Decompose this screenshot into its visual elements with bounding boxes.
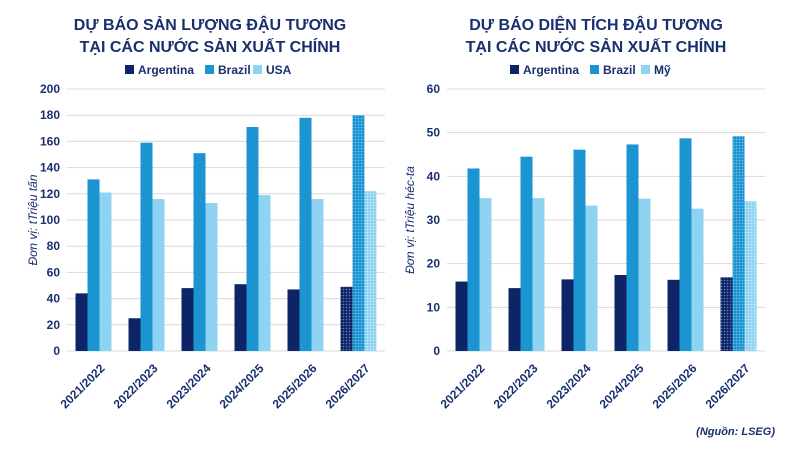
- bar-brazil-2026-2027: [352, 115, 365, 351]
- legend-swatch: [205, 65, 214, 74]
- bar-usa-2023-2024: [205, 202, 218, 351]
- bar-argentina-2022-2023: [128, 318, 141, 351]
- y-tick-label: 30: [427, 213, 441, 227]
- chart-title-line2: TẠI CÁC NƯỚC SẢN XUẤT CHÍNH: [466, 37, 727, 56]
- legend-swatch: [125, 65, 134, 74]
- legend-label: USA: [266, 63, 292, 77]
- legend-label: Brazil: [603, 63, 636, 77]
- x-tick-label: 2022/2023: [111, 361, 161, 411]
- bar-argentina-2025-2026: [287, 289, 300, 351]
- x-tick-label: 2026/2027: [323, 361, 373, 411]
- legend-label: Brazil: [218, 63, 251, 77]
- x-tick-label: 2022/2023: [491, 361, 541, 411]
- bar-brazil-2021-2022: [467, 168, 480, 351]
- legend-label: Argentina: [138, 63, 194, 77]
- y-tick-label: 50: [427, 126, 441, 140]
- bar-argentina-2025-2026: [667, 279, 680, 351]
- y-tick-label: 80: [47, 239, 61, 253]
- chart-title-line2: TẠI CÁC NƯỚC SẢN XUẤT CHÍNH: [80, 37, 341, 56]
- legend-swatch: [641, 65, 650, 74]
- bar-mỹ-2026-2027: [744, 201, 757, 351]
- y-tick-label: 20: [427, 257, 441, 271]
- x-tick-label: 2024/2025: [217, 361, 267, 411]
- bar-mỹ-2025-2026: [691, 208, 704, 351]
- legend-label: Argentina: [523, 63, 579, 77]
- x-tick-label: 2021/2022: [438, 361, 488, 411]
- y-axis-label: Đơn vị: tTriệu tấn: [26, 174, 40, 265]
- bar-brazil-2024-2025: [626, 144, 639, 351]
- legend-swatch: [590, 65, 599, 74]
- bar-mỹ-2022-2023: [532, 198, 545, 351]
- x-tick-label: 2026/2027: [703, 361, 753, 411]
- y-tick-label: 40: [427, 169, 441, 183]
- bar-usa-2021-2022: [99, 192, 112, 351]
- chart-production: DỰ BÁO SẢN LƯỢNG ĐẬU TƯƠNG TẠI CÁC NƯỚC …: [26, 15, 385, 411]
- bar-brazil-2021-2022: [87, 179, 100, 351]
- bar-mỹ-2021-2022: [479, 198, 492, 351]
- bar-argentina-2024-2025: [614, 275, 627, 351]
- bar-argentina-2026-2027: [340, 286, 353, 351]
- source-note: (Nguồn: LSEG): [696, 426, 775, 438]
- bar-argentina-2021-2022: [75, 293, 88, 351]
- x-tick-label: 2024/2025: [597, 361, 647, 411]
- legend-swatch: [510, 65, 519, 74]
- bar-brazil-2026-2027: [732, 136, 745, 351]
- y-tick-label: 140: [40, 161, 60, 175]
- y-tick-label: 180: [40, 108, 60, 122]
- bar-argentina-2023-2024: [561, 279, 574, 351]
- x-tick-label: 2023/2024: [164, 361, 214, 411]
- y-tick-label: 160: [40, 134, 60, 148]
- y-tick-label: 0: [53, 344, 60, 358]
- bar-argentina-2021-2022: [455, 281, 468, 351]
- bar-argentina-2024-2025: [234, 284, 247, 351]
- chart-area: DỰ BÁO DIỆN TÍCH ĐẬU TƯƠNG TẠI CÁC NƯỚC …: [403, 15, 765, 411]
- legend-swatch: [253, 65, 262, 74]
- y-tick-label: 60: [427, 82, 441, 96]
- y-tick-label: 60: [47, 265, 61, 279]
- bar-brazil-2022-2023: [140, 142, 153, 351]
- x-tick-label: 2025/2026: [650, 361, 700, 411]
- y-tick-label: 100: [40, 213, 60, 227]
- y-tick-label: 10: [427, 300, 441, 314]
- bar-argentina-2022-2023: [508, 288, 521, 351]
- bar-mỹ-2023-2024: [585, 205, 598, 351]
- bar-brazil-2024-2025: [246, 126, 259, 352]
- bar-brazil-2023-2024: [573, 149, 586, 351]
- bar-brazil-2023-2024: [193, 153, 206, 351]
- y-tick-label: 200: [40, 82, 60, 96]
- y-axis-label: Đơn vị: tTriệu héc-ta: [403, 166, 417, 274]
- y-tick-label: 40: [47, 292, 61, 306]
- bar-usa-2022-2023: [152, 199, 165, 351]
- chart-title-line1: DỰ BÁO SẢN LƯỢNG ĐẬU TƯƠNG: [74, 15, 346, 34]
- x-tick-label: 2021/2022: [58, 361, 108, 411]
- bar-argentina-2026-2027: [720, 277, 733, 351]
- bar-brazil-2022-2023: [520, 156, 533, 351]
- x-tick-label: 2023/2024: [544, 361, 594, 411]
- bar-usa-2026-2027: [364, 191, 377, 351]
- bar-mỹ-2024-2025: [638, 198, 651, 351]
- bar-usa-2024-2025: [258, 195, 271, 351]
- legend-label: Mỹ: [654, 63, 671, 77]
- y-tick-label: 120: [40, 187, 60, 201]
- bar-argentina-2023-2024: [181, 288, 194, 351]
- bar-brazil-2025-2026: [679, 138, 692, 351]
- x-tick-label: 2025/2026: [270, 361, 320, 411]
- y-tick-label: 20: [47, 318, 61, 332]
- y-tick-label: 0: [433, 344, 440, 358]
- bar-brazil-2025-2026: [299, 117, 312, 351]
- chart-title-line1: DỰ BÁO DIỆN TÍCH ĐẬU TƯƠNG: [469, 15, 723, 34]
- bar-usa-2025-2026: [311, 199, 324, 351]
